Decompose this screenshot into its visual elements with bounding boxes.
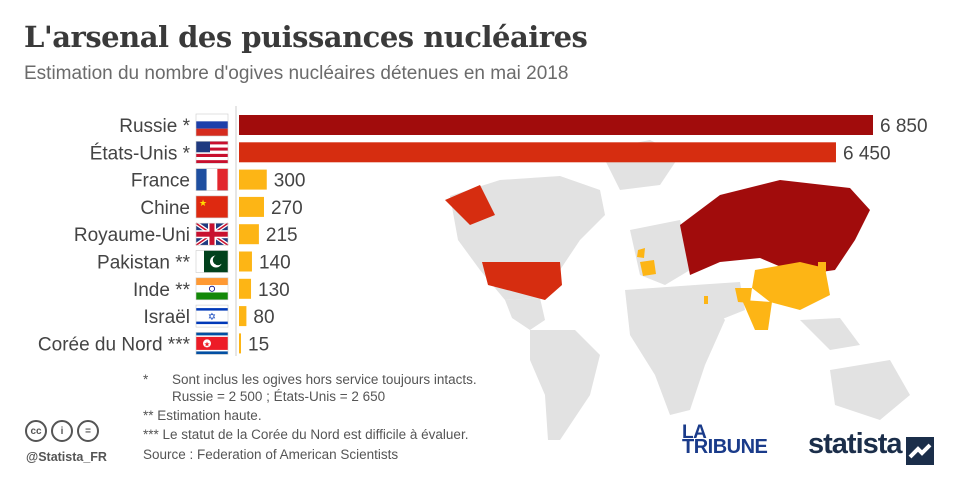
la-tribune-logo[interactable]: LA TRIBUNE — [682, 422, 768, 458]
category-label: Pakistan ** — [97, 253, 191, 274]
cc-icon: cc — [25, 420, 47, 442]
africa-map — [625, 285, 725, 415]
value-label: 6 850 — [880, 116, 928, 137]
france-map — [640, 260, 656, 276]
category-label: Chine — [140, 198, 190, 219]
bar-row: Chine ★ 270 — [140, 195, 303, 219]
bar-row: Inde ** 130 — [133, 277, 290, 301]
value-label: 6 450 — [843, 143, 891, 164]
bar — [239, 278, 252, 299]
value-label: 300 — [274, 171, 306, 192]
world-map — [445, 140, 910, 440]
category-label: Russie * — [119, 116, 190, 137]
la-tribune-logo-line-1: LA — [682, 422, 707, 443]
category-label: Royaume-Uni — [74, 225, 190, 246]
central-america-map — [505, 298, 545, 330]
middle-east-map — [695, 282, 745, 320]
category-label: Corée du Nord *** — [38, 334, 191, 355]
china-map — [752, 262, 830, 310]
la-tribune-logo-line-2: TRIBUNE — [682, 436, 768, 458]
israel-map — [704, 296, 708, 304]
footnote-1-line-2: Russie = 2 500 ; États-Unis = 2 650 — [172, 389, 386, 404]
category-label: France — [131, 171, 190, 192]
bar-row: Pakistan ** 140 — [97, 250, 291, 274]
south-america-map — [530, 330, 600, 440]
southeast-asia-map — [800, 318, 860, 350]
value-label: 80 — [253, 307, 274, 328]
india-map — [742, 300, 772, 330]
bar-row: Israël ✡ 80 — [144, 304, 275, 328]
france-flag — [195, 168, 229, 191]
north-korea-flag: ★ — [195, 332, 229, 355]
russia-flag — [195, 113, 229, 137]
north-korea-map — [818, 262, 826, 272]
bar — [239, 196, 264, 217]
value-label: 130 — [258, 280, 290, 301]
russia-map — [680, 180, 870, 275]
category-label: Inde ** — [133, 280, 191, 301]
creative-commons-badges[interactable]: cc i = — [25, 420, 99, 442]
footnote-3: *** Le statut de la Corée du Nord est di… — [143, 427, 469, 442]
israel-flag: ✡ — [195, 304, 229, 328]
footnote-2: ** Estimation haute. — [143, 408, 262, 423]
bar — [239, 142, 836, 163]
category-label: États-Unis * — [90, 143, 191, 164]
bar — [239, 224, 259, 245]
bar-row: France 300 — [131, 168, 306, 192]
statista-logo-icon — [906, 437, 934, 465]
bar — [239, 251, 252, 272]
svg-text:★: ★ — [204, 340, 210, 348]
statista-logo-text[interactable]: statista — [808, 428, 903, 460]
usa-flag — [195, 141, 229, 164]
chart-title: L'arsenal des puissances nucléaires — [24, 20, 588, 54]
uk-flag — [194, 221, 230, 247]
footnote-1-marker: * — [143, 372, 149, 387]
bar-row: Royaume-Uni 215 — [74, 221, 298, 247]
pakistan-map — [735, 288, 752, 303]
source-note: Source : Federation of American Scientis… — [143, 447, 399, 462]
bar-row: Russie * 6 850 — [119, 113, 928, 137]
nd-icon: = — [77, 420, 99, 442]
chart-subtitle: Estimation du nombre d'ogives nucléaires… — [24, 63, 569, 84]
value-label: 270 — [271, 198, 303, 219]
value-label: 15 — [248, 334, 269, 355]
category-label: Israël — [144, 307, 190, 328]
value-label: 215 — [266, 225, 298, 246]
alaska-map — [445, 185, 495, 225]
pakistan-flag — [195, 250, 229, 273]
bar-row: États-Unis * 6 450 — [90, 141, 891, 164]
australia-map — [830, 360, 910, 420]
value-label: 140 — [259, 253, 291, 274]
uk-map — [637, 248, 645, 258]
bar — [239, 333, 241, 354]
twitter-handle[interactable]: @Statista_FR — [26, 450, 107, 464]
usa-map — [482, 262, 562, 300]
bar — [239, 306, 247, 327]
svg-text:★: ★ — [199, 198, 207, 208]
by-icon: i — [51, 420, 73, 442]
footnote-1-line-1: Sont inclus les ogives hors service touj… — [172, 372, 477, 387]
india-flag — [195, 277, 229, 301]
svg-text:✡: ✡ — [208, 312, 216, 323]
bar — [239, 115, 873, 135]
bar-row: Corée du Nord *** ★ 15 — [38, 332, 269, 355]
china-flag: ★ — [195, 195, 229, 219]
bar — [239, 169, 267, 190]
